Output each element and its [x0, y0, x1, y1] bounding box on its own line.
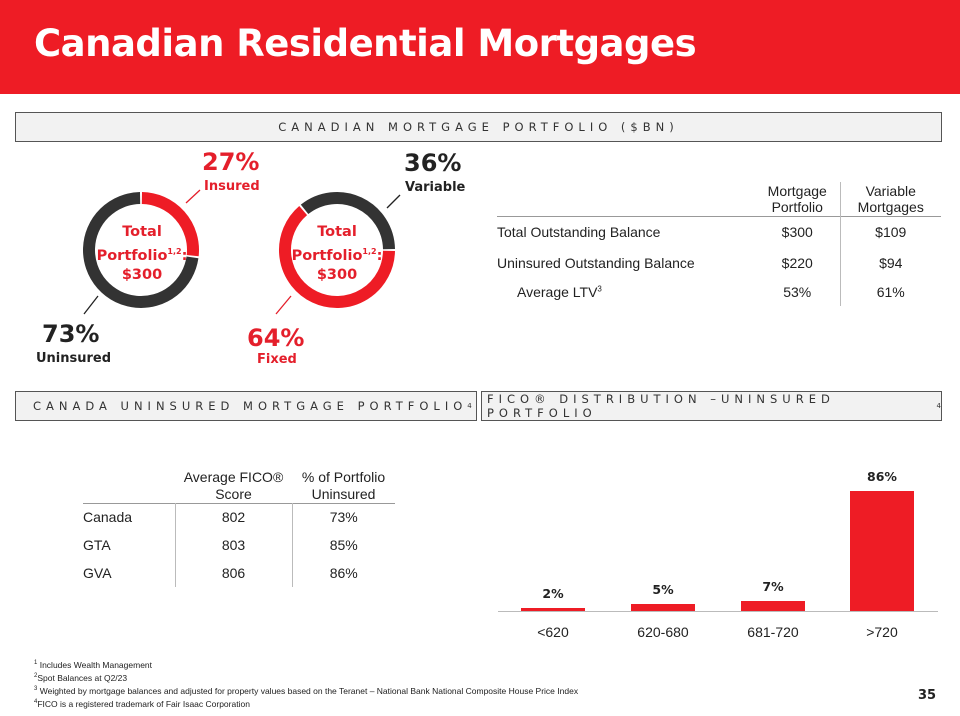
bar-0 — [521, 608, 585, 611]
donut-center-label: Total Portfolio1,2: $300 — [96, 224, 188, 283]
uninsured-segment — [83, 192, 199, 308]
donut-center-label: Total Portfolio1,2: $300 — [291, 224, 383, 283]
fixed-pct: 64% — [247, 324, 305, 352]
donut-charts — [83, 189, 401, 315]
footnote: 1 Includes Wealth Management — [34, 659, 153, 670]
data-label: 7% — [762, 579, 784, 595]
footnotes: 1 Includes Wealth Management 2Spot Balan… — [34, 658, 578, 711]
data-label: 86% — [867, 468, 897, 484]
fixed-segment — [279, 205, 395, 308]
table-row: Average LTV3 53% 61% — [497, 278, 941, 306]
section-header-uninsured: CANADA UNINSURED MORTGAGE PORTFOLIO 4 — [15, 391, 477, 421]
variable-segment — [300, 192, 395, 250]
table-row: Uninsured Outstanding Balance $220 $94 — [497, 247, 941, 278]
leader-variable — [386, 194, 401, 209]
leader-fixed — [275, 295, 292, 315]
leader-insured — [185, 189, 201, 204]
data-label: 5% — [652, 582, 674, 597]
x-tick-label: >720 — [866, 624, 898, 640]
x-tick-label: 620-680 — [637, 624, 689, 640]
bar-1 — [631, 604, 695, 611]
table-row: GTA 803 85% — [83, 531, 395, 559]
chart-baseline — [498, 611, 938, 612]
footnote: 2Spot Balances at Q2/23 — [34, 672, 128, 683]
leader-uninsured — [83, 295, 99, 315]
donut-insured — [83, 192, 199, 308]
uninsured-table: Average FICO® Score % of Portfolio Unins… — [83, 468, 395, 587]
variable-pct: 36% — [404, 149, 462, 177]
page-title: Canadian Residential Mortgages — [34, 22, 697, 65]
uninsured-pct: 73% — [42, 320, 100, 348]
fixed-label: Fixed — [257, 352, 297, 367]
x-tick-label: <620 — [537, 624, 569, 640]
variable-label: Variable — [405, 180, 466, 195]
table-row: Total Outstanding Balance $300 $109 — [497, 216, 941, 247]
uninsured-label: Uninsured — [36, 351, 112, 366]
insured-segment — [141, 192, 199, 257]
donut-fixed — [279, 192, 395, 308]
page-number: 35 — [918, 688, 937, 703]
section-header-fico: FICO® DISTRIBUTION –UNINSURED PORTFOLIO 4 — [481, 391, 942, 421]
footnote: 4FICO is a registered trademark of Fair … — [34, 699, 250, 710]
x-tick-label: 681-720 — [747, 624, 799, 640]
table-row: Canada 802 73% — [83, 503, 395, 531]
footnote: 3 Weighted by mortgage balances and adju… — [34, 686, 579, 697]
portfolio-table: Mortgage Portfolio Variable Mortgages To… — [497, 182, 941, 306]
insured-label: Insured — [204, 179, 260, 194]
section-header-portfolio: CANADIAN MORTGAGE PORTFOLIO ($BN) — [15, 112, 942, 142]
insured-pct: 27% — [202, 148, 260, 176]
table-row: GVA 806 86% — [83, 559, 395, 587]
bar-2 — [741, 601, 805, 611]
section-title: CANADIAN MORTGAGE PORTFOLIO ($BN) — [278, 120, 679, 134]
data-label: 2% — [542, 586, 564, 602]
header-banner: Canadian Residential Mortgages — [0, 0, 960, 94]
bar-3 — [850, 490, 914, 611]
